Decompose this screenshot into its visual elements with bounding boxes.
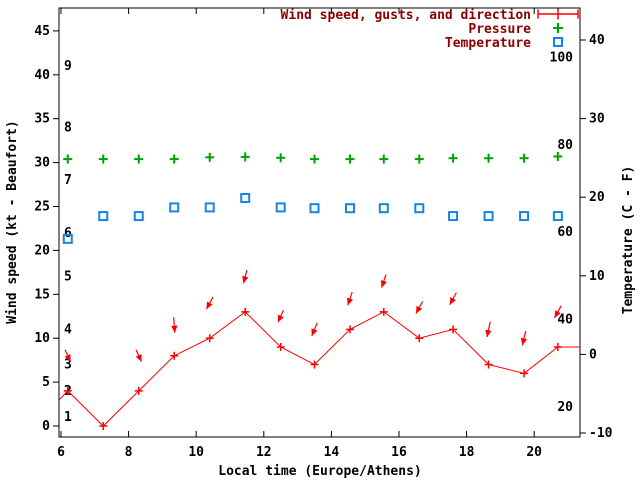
left-tick-label: 25 <box>34 200 50 215</box>
x-tick-label: 10 <box>188 445 204 460</box>
beaufort-scale-label: 3 <box>64 358 72 373</box>
temperature-marker <box>483 211 494 222</box>
left-tick-label: 0 <box>42 419 50 434</box>
gust-arrow-head <box>520 337 528 346</box>
gust-arrow-head <box>485 329 492 338</box>
left-tick-label: 45 <box>34 24 50 39</box>
temperature-marker <box>519 211 530 222</box>
left-tick-label: 30 <box>34 156 50 171</box>
temperature-marker <box>275 202 286 213</box>
gust-arrow-head <box>346 297 354 306</box>
temperature-marker <box>62 233 73 244</box>
gust-arrow-head <box>171 325 178 333</box>
chart-dynamic-layer: 6 8 10 12 14 16 18 20051015202530354045-1001020… <box>34 7 613 460</box>
right-tick-label: -10 <box>589 426 613 441</box>
x-tick-label: 12 <box>256 445 272 460</box>
temperature-marker <box>552 211 563 222</box>
fahrenheit-scale-label: 20 <box>557 400 573 415</box>
legend: Wind speed, gusts, and direction Pressur… <box>281 8 532 51</box>
wind-speed-line <box>58 311 580 427</box>
gust-arrow-head <box>277 314 284 323</box>
fahrenheit-scale-label: 40 <box>557 312 573 327</box>
gust-arrow-head <box>135 354 142 362</box>
x-tick-label: 14 <box>324 445 340 460</box>
left-tick-label: 40 <box>34 68 50 83</box>
gust-arrow-head <box>380 280 387 288</box>
gust-arrow-head <box>206 301 213 310</box>
legend-temperature-sample <box>553 37 563 47</box>
temperature-marker <box>309 203 320 214</box>
beaufort-scale-label: 7 <box>64 173 72 188</box>
beaufort-scale-label: 8 <box>64 120 72 135</box>
gust-arrow-head <box>449 297 456 305</box>
beaufort-scale-label: 9 <box>64 59 72 74</box>
beaufort-scale-label: 4 <box>64 322 72 337</box>
temperature-marker <box>98 211 109 222</box>
fahrenheit-scale-label: 100 <box>550 50 574 65</box>
left-tick-label: 35 <box>34 112 50 127</box>
beaufort-scale-label: 1 <box>64 410 72 425</box>
legend-label-wind: Wind speed, gusts, and direction <box>281 8 531 23</box>
left-tick-label: 20 <box>34 243 50 258</box>
fahrenheit-scale-label: 80 <box>557 138 573 153</box>
temperature-marker <box>240 192 251 203</box>
beaufort-scale-label: 6 <box>64 226 72 241</box>
temperature-marker <box>448 211 459 222</box>
right-tick-label: 20 <box>589 190 605 205</box>
left-tick-label: 5 <box>42 375 50 390</box>
left-tick-label: 10 <box>34 331 50 346</box>
gust-arrow-head <box>415 305 423 314</box>
gust-arrow-head <box>554 310 561 318</box>
gust-arrow-head <box>242 275 249 284</box>
gust-arrow-head <box>311 328 318 337</box>
fahrenheit-scale-label: 60 <box>557 225 573 240</box>
right-tick-label: 10 <box>589 269 605 284</box>
right-axis-title: Temperature (C - F) <box>621 166 636 315</box>
x-tick-label: 6 <box>57 445 65 460</box>
legend-label-pressure: Pressure <box>468 22 531 37</box>
left-axis-title: Wind speed (kt - Beaufort) <box>5 120 20 324</box>
gust-arrow-head <box>64 354 71 362</box>
temperature-marker <box>204 202 215 213</box>
x-tick-label: 20 <box>526 445 542 460</box>
right-tick-label: 40 <box>589 33 605 48</box>
temperature-marker <box>344 203 355 214</box>
plot-frame <box>58 7 581 438</box>
x-tick-label: 18 <box>459 445 475 460</box>
right-tick-label: 30 <box>589 112 605 127</box>
legend-label-temperature: Temperature <box>445 36 531 51</box>
x-tick-label: 16 <box>391 445 407 460</box>
temperature-marker <box>133 211 144 222</box>
x-tick-label: 8 <box>125 445 133 460</box>
temperature-marker <box>169 202 180 213</box>
beaufort-scale-label: 5 <box>64 270 72 285</box>
x-axis-title: Local time (Europe/Athens) <box>218 464 422 479</box>
temperature-marker <box>378 203 389 214</box>
right-tick-label: 0 <box>589 347 597 362</box>
temperature-marker <box>414 203 425 214</box>
left-tick-label: 15 <box>34 287 50 302</box>
